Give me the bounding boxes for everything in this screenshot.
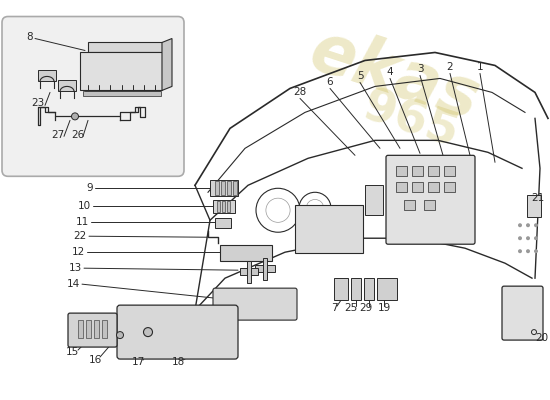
Bar — [428, 182, 439, 192]
Text: 26: 26 — [72, 130, 85, 140]
Circle shape — [518, 236, 522, 240]
Bar — [412, 182, 423, 192]
Text: 17: 17 — [131, 357, 145, 367]
Circle shape — [72, 113, 79, 120]
Text: 3: 3 — [417, 64, 424, 74]
Text: 13: 13 — [69, 263, 82, 273]
Bar — [396, 166, 407, 176]
Text: 9: 9 — [86, 183, 93, 193]
Bar — [377, 278, 397, 300]
Text: 10: 10 — [78, 201, 91, 211]
Circle shape — [526, 236, 530, 240]
Circle shape — [117, 332, 124, 338]
Text: 25: 25 — [344, 303, 358, 313]
Text: 19: 19 — [377, 303, 390, 313]
Bar — [38, 70, 56, 82]
Text: 21: 21 — [532, 193, 545, 203]
FancyBboxPatch shape — [502, 286, 543, 340]
Bar — [102, 320, 107, 338]
Bar — [83, 92, 161, 96]
Bar — [527, 195, 541, 217]
Bar — [404, 200, 415, 210]
Circle shape — [144, 328, 152, 336]
Text: 14: 14 — [67, 279, 80, 289]
Polygon shape — [88, 42, 162, 52]
Bar — [220, 245, 272, 261]
Bar — [412, 166, 423, 176]
Circle shape — [518, 249, 522, 253]
Text: ekas: ekas — [302, 17, 488, 134]
Polygon shape — [255, 265, 275, 272]
FancyBboxPatch shape — [117, 305, 238, 359]
Circle shape — [518, 223, 522, 227]
Bar — [295, 205, 363, 253]
Bar — [217, 201, 220, 212]
Text: 2: 2 — [447, 62, 453, 72]
Polygon shape — [80, 52, 162, 90]
Bar — [215, 181, 219, 195]
Bar — [215, 218, 231, 228]
FancyBboxPatch shape — [386, 155, 475, 244]
Text: 12: 12 — [72, 247, 85, 257]
Text: 23: 23 — [31, 98, 45, 108]
Text: 28: 28 — [293, 88, 307, 98]
Bar — [428, 166, 439, 176]
Text: 20: 20 — [535, 333, 548, 343]
Text: 11: 11 — [76, 217, 89, 227]
Text: 18: 18 — [172, 357, 185, 367]
Bar — [86, 320, 91, 338]
Text: 27: 27 — [51, 130, 65, 140]
Bar — [227, 201, 230, 212]
Bar — [78, 320, 83, 338]
Circle shape — [534, 223, 538, 227]
Bar — [364, 278, 374, 300]
FancyBboxPatch shape — [213, 288, 297, 320]
Bar — [424, 200, 435, 210]
Circle shape — [526, 223, 530, 227]
Text: 16: 16 — [89, 355, 102, 365]
Bar — [222, 201, 225, 212]
Bar — [444, 182, 455, 192]
Bar — [227, 181, 231, 195]
Text: 15: 15 — [65, 347, 79, 357]
Bar — [94, 320, 99, 338]
Text: 965: 965 — [356, 84, 464, 157]
Polygon shape — [263, 258, 267, 280]
Bar — [210, 180, 238, 196]
FancyBboxPatch shape — [68, 313, 117, 347]
Text: 22: 22 — [74, 231, 87, 241]
Text: 7: 7 — [331, 303, 337, 313]
Bar — [221, 181, 225, 195]
Bar — [233, 181, 237, 195]
Text: a passion for cars: a passion for cars — [116, 330, 234, 360]
Bar — [444, 166, 455, 176]
Text: 8: 8 — [27, 32, 34, 42]
FancyBboxPatch shape — [2, 16, 184, 176]
Text: 1: 1 — [477, 62, 483, 72]
Bar — [334, 278, 348, 300]
Circle shape — [534, 236, 538, 240]
Circle shape — [534, 249, 538, 253]
Circle shape — [526, 249, 530, 253]
Bar — [213, 200, 235, 213]
Polygon shape — [247, 261, 251, 283]
Text: 5: 5 — [357, 72, 364, 82]
Polygon shape — [240, 268, 258, 275]
Text: 6: 6 — [327, 78, 333, 88]
Bar — [396, 182, 407, 192]
Bar — [351, 278, 361, 300]
Bar — [58, 80, 76, 92]
Text: 29: 29 — [359, 303, 373, 313]
Text: 4: 4 — [387, 68, 393, 78]
Bar — [365, 185, 383, 215]
Polygon shape — [162, 38, 172, 90]
